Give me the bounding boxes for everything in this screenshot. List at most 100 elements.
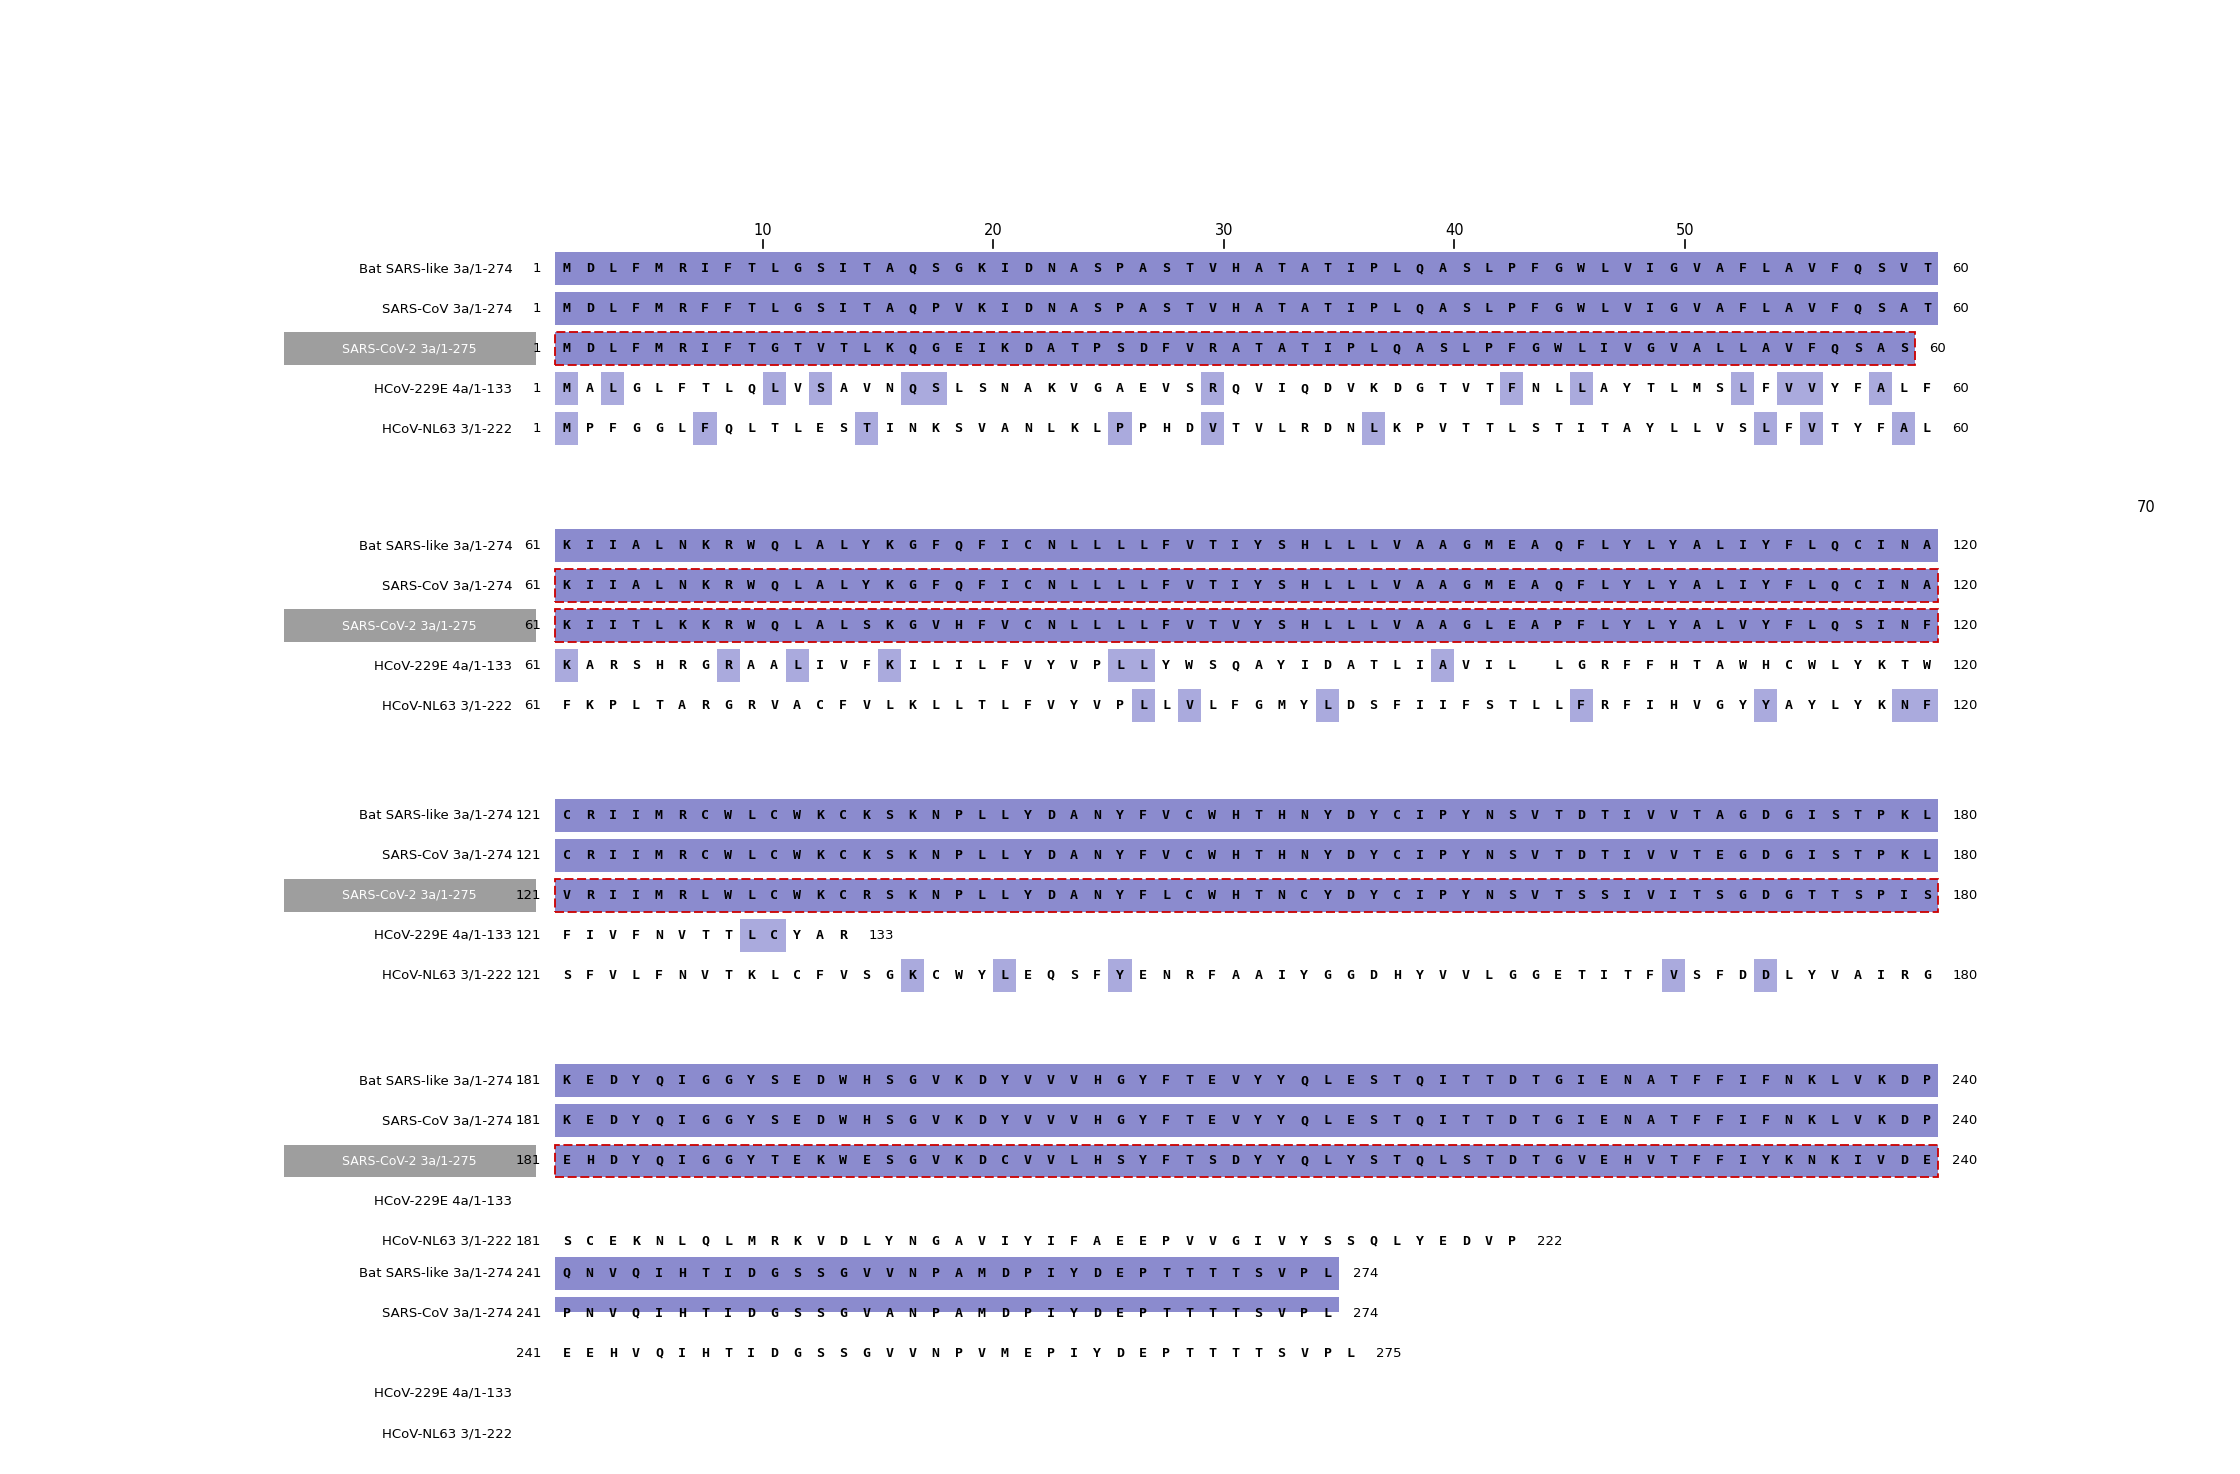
Text: L: L <box>1485 968 1492 982</box>
Text: R: R <box>724 539 732 553</box>
Text: L: L <box>701 889 710 902</box>
Text: A: A <box>1254 262 1263 276</box>
Text: I: I <box>1046 1307 1055 1319</box>
Text: D: D <box>1508 1114 1516 1128</box>
Text: H: H <box>1669 659 1678 672</box>
Text: A: A <box>1438 619 1447 632</box>
Text: T: T <box>862 302 871 315</box>
Text: T: T <box>1232 1307 1239 1319</box>
Text: T: T <box>1599 422 1608 435</box>
Text: I: I <box>585 619 594 632</box>
Text: F: F <box>977 619 986 632</box>
Text: V: V <box>1438 968 1447 982</box>
Text: S: S <box>1163 302 1169 315</box>
Text: D: D <box>771 1347 777 1361</box>
Text: V: V <box>1393 619 1400 632</box>
Text: N: N <box>1301 809 1308 821</box>
Text: A: A <box>1254 968 1263 982</box>
Text: L: L <box>1046 422 1055 435</box>
Text: N: N <box>932 849 939 862</box>
Text: A: A <box>1855 968 1861 982</box>
Bar <box>556 879 1938 912</box>
Text: L: L <box>840 539 847 553</box>
Text: C: C <box>1393 889 1400 902</box>
Text: K: K <box>632 1235 641 1247</box>
Text: T: T <box>840 342 847 355</box>
Text: L: L <box>1761 302 1770 315</box>
Text: W: W <box>1577 262 1586 276</box>
Text: L: L <box>609 342 616 355</box>
Text: A: A <box>1071 262 1077 276</box>
Text: K: K <box>885 619 894 632</box>
Text: I: I <box>1046 1266 1055 1279</box>
Text: K: K <box>562 619 571 632</box>
Text: V: V <box>1024 1075 1033 1088</box>
Text: A: A <box>1599 382 1608 395</box>
Text: K: K <box>562 539 571 553</box>
Text: Q: Q <box>1555 539 1561 553</box>
Text: G: G <box>793 302 802 315</box>
Text: F: F <box>724 262 732 276</box>
Text: T: T <box>1485 1114 1492 1128</box>
Text: Y: Y <box>1738 699 1747 712</box>
Text: G: G <box>885 968 894 982</box>
Text: S: S <box>977 382 986 395</box>
Bar <box>1893 690 1915 722</box>
Text: T: T <box>1232 1266 1239 1279</box>
Text: T: T <box>1185 1347 1194 1361</box>
Text: 1: 1 <box>533 342 542 355</box>
Text: G: G <box>701 1114 710 1128</box>
Text: G: G <box>909 1154 916 1167</box>
Text: F: F <box>632 262 641 276</box>
Bar <box>1431 650 1454 682</box>
Text: SARS-CoV-2 3a/1-275: SARS-CoV-2 3a/1-275 <box>343 889 477 902</box>
Text: T: T <box>701 1266 710 1279</box>
Text: S: S <box>1277 579 1286 593</box>
Text: T: T <box>1163 1307 1169 1319</box>
Text: G: G <box>909 539 916 553</box>
Bar <box>762 918 786 952</box>
Text: W: W <box>724 849 732 862</box>
Text: L: L <box>654 579 663 593</box>
Text: L: L <box>1369 342 1378 355</box>
Text: A: A <box>954 1266 963 1279</box>
Text: I: I <box>1416 659 1425 672</box>
Text: G: G <box>1577 659 1586 672</box>
Text: 10: 10 <box>753 223 773 237</box>
Text: F: F <box>1738 262 1747 276</box>
Text: I: I <box>632 809 641 821</box>
Text: N: N <box>1624 1114 1631 1128</box>
Text: 1: 1 <box>533 382 542 395</box>
Text: G: G <box>1738 809 1747 821</box>
Bar <box>1201 413 1223 445</box>
Text: P: P <box>954 849 963 862</box>
Text: N: N <box>1093 889 1100 902</box>
Text: T: T <box>1530 1075 1539 1088</box>
Text: 70: 70 <box>2137 500 2155 514</box>
Text: V: V <box>1346 382 1355 395</box>
Text: Y: Y <box>862 539 871 553</box>
Text: T: T <box>1254 889 1263 902</box>
Text: F: F <box>1738 302 1747 315</box>
Text: S: S <box>562 1235 571 1247</box>
Bar <box>1915 690 1938 722</box>
Text: W: W <box>1207 849 1216 862</box>
Text: W: W <box>1185 659 1194 672</box>
Text: K: K <box>701 539 710 553</box>
Text: L: L <box>1140 699 1147 712</box>
Text: A: A <box>1232 342 1239 355</box>
Text: L: L <box>840 579 847 593</box>
Text: R: R <box>724 659 732 672</box>
Text: A: A <box>1922 539 1931 553</box>
Text: K: K <box>909 809 916 821</box>
Text: N: N <box>1900 699 1908 712</box>
Text: G: G <box>862 1347 871 1361</box>
Text: V: V <box>1646 889 1655 902</box>
Text: N: N <box>1530 382 1539 395</box>
Text: Y: Y <box>1463 809 1469 821</box>
Bar <box>1109 960 1131 992</box>
Text: K: K <box>885 342 894 355</box>
Text: Y: Y <box>1071 1266 1077 1279</box>
Text: I: I <box>840 302 847 315</box>
Text: H: H <box>1093 1154 1100 1167</box>
